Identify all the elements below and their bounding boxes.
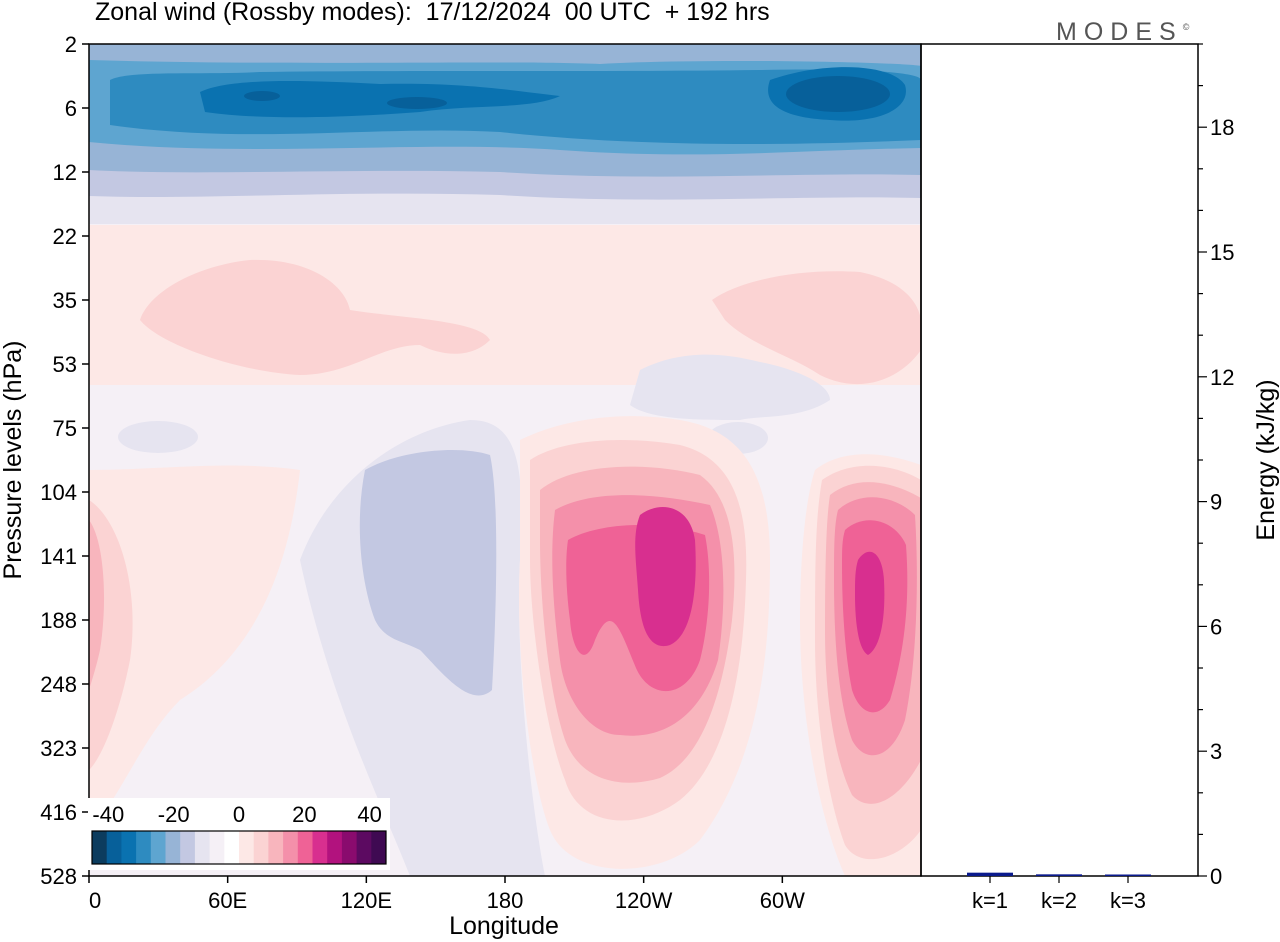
- bar-panel-frame: [920, 43, 1199, 877]
- field-negative-patch-3: [630, 354, 830, 420]
- field-positive-blob-west: [140, 259, 490, 375]
- colorbar-tick-label: -40: [92, 802, 124, 827]
- bar-category-label: k=3: [1110, 888, 1146, 913]
- colorbar-swatch: [239, 831, 255, 864]
- field-band-neg-top: [89, 44, 921, 66]
- field-jet-30w-core: [855, 551, 885, 655]
- colorbar-swatch: [297, 831, 313, 864]
- colorbar-tick-label: 40: [357, 802, 381, 827]
- y-tick-label: 22: [53, 224, 77, 249]
- y-tick-label: 35: [53, 288, 77, 313]
- colorbar-swatch: [268, 831, 284, 864]
- field-positive-blob-east: [712, 271, 921, 385]
- energy-tick-label: 9: [1210, 490, 1222, 515]
- colorbar-frame: [91, 830, 387, 865]
- field-positive-west-edge-core: [89, 520, 105, 690]
- x-tick-label: 60W: [760, 888, 805, 913]
- zonal-wind-field: [89, 44, 921, 876]
- x-tick-label: 60E: [208, 888, 247, 913]
- energy-bar: [1036, 874, 1082, 876]
- colorbar-swatch: [136, 831, 152, 864]
- y-axis-label: Pressure levels (hPa): [0, 341, 27, 580]
- chart-title: Zonal wind (Rossby modes): 17/12/2024 00…: [95, 0, 770, 26]
- field-negative-trop-core: [359, 450, 497, 696]
- y-tick-label: 104: [40, 480, 77, 505]
- energy-tick-label: 0: [1210, 864, 1222, 889]
- y-tick-label: 528: [40, 864, 77, 889]
- y-tick-label: 141: [40, 544, 77, 569]
- brand-mark: ©: [1182, 22, 1190, 32]
- colorbar-swatch: [209, 831, 225, 864]
- energy-tick-label: 12: [1210, 365, 1234, 390]
- colorbar: -40 -20 0 20 40: [88, 798, 390, 870]
- colorbar-swatch: [180, 831, 196, 864]
- colorbar-tick-label: -20: [158, 802, 190, 827]
- y-tick-label: 248: [40, 672, 77, 697]
- y-tick-label: 75: [53, 416, 77, 441]
- x-tick-label: 120W: [615, 888, 673, 913]
- y-tick-label: 188: [40, 608, 77, 633]
- bar-category-label: k=1: [972, 888, 1008, 913]
- y-axis-right: 0 3 6 9 12 15 18: [1198, 43, 1234, 889]
- colorbar-swatch: [150, 831, 166, 864]
- colorbar-swatch: [92, 831, 108, 864]
- colorbar-swatch: [371, 831, 387, 864]
- y-tick-label: 416: [40, 800, 77, 825]
- energy-axis-label: Energy (kJ/kg): [1252, 379, 1280, 540]
- field-positive-west-edge-outer: [89, 465, 300, 830]
- colorbar-swatch: [224, 831, 240, 864]
- field-jet-120w-core: [635, 507, 696, 647]
- energy-bar: [1105, 874, 1151, 876]
- field-core-neg-dark-2: [387, 97, 447, 109]
- y-tick-label: 2: [65, 32, 77, 57]
- x-tick-label: 120E: [341, 888, 392, 913]
- colorbar-swatch: [106, 831, 122, 864]
- energy-tick-label: 3: [1210, 739, 1222, 764]
- brand-text: MODES: [1056, 18, 1183, 46]
- colorbar-swatch: [121, 831, 137, 864]
- colorbar-swatch: [253, 831, 269, 864]
- x-tick-label: 0: [89, 888, 101, 913]
- x-tick-label: 180: [487, 888, 524, 913]
- modes-logo: MODES©: [1056, 18, 1189, 47]
- y-tick-label: 6: [65, 96, 77, 121]
- field-core-neg-dark-3: [786, 76, 890, 112]
- colorbar-tick-label: 0: [233, 802, 245, 827]
- field-core-neg-dark-1: [244, 91, 280, 101]
- y-tick-label: 323: [40, 736, 77, 761]
- colorbar-swatch: [194, 831, 211, 864]
- energy-bar: [967, 872, 1013, 876]
- energy-tick-label: 18: [1210, 115, 1234, 140]
- energy-bars: k=1 k=2 k=3: [967, 872, 1151, 913]
- field-negative-patch-1: [118, 421, 198, 453]
- y-axis-left: 2 6 12 22 35 53 75 104 141 188 248 323 416 528: [40, 32, 89, 889]
- x-axis-label: Longitude: [449, 912, 559, 940]
- field-core-neg-west: [200, 81, 560, 118]
- energy-tick-label: 6: [1210, 614, 1222, 639]
- x-axis: 0 60E 120E 180 120W 60W: [88, 876, 805, 913]
- colorbar-swatch: [356, 831, 372, 864]
- y-tick-label: 12: [53, 160, 77, 185]
- y-tick-label: 53: [53, 352, 77, 377]
- colorbar-swatch: [165, 831, 181, 864]
- colorbar-swatch: [341, 831, 358, 864]
- bar-category-label: k=2: [1041, 888, 1077, 913]
- energy-tick-label: 15: [1210, 240, 1234, 265]
- colorbar-tick-label: 20: [292, 802, 316, 827]
- colorbar-swatch: [312, 831, 328, 864]
- colorbar-swatch: [283, 831, 299, 864]
- colorbar-swatch: [327, 831, 343, 864]
